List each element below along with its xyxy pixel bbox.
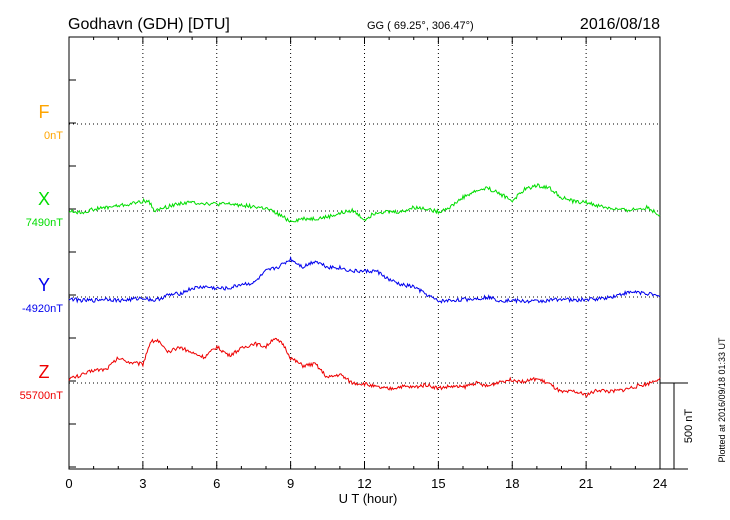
- x-tick-label: 6: [213, 476, 220, 491]
- series-name-label: F: [39, 102, 50, 122]
- grid-lines: [69, 37, 660, 469]
- x-tick-label: 12: [357, 476, 371, 491]
- x-axis-label: U T (hour): [339, 491, 398, 506]
- x-tick-label: 0: [65, 476, 72, 491]
- x-tick-label: 24: [653, 476, 667, 491]
- scale-bar: 500 nT: [660, 382, 695, 470]
- x-tick-label: 15: [431, 476, 445, 491]
- series-y-line: [68, 255, 661, 304]
- series-labels: F 0nT X 7490nT Y -4920nT Z 55700nT: [20, 102, 64, 402]
- series-name-label: X: [38, 189, 50, 209]
- station-title: Godhavn (GDH) [DTU]: [68, 16, 230, 33]
- x-tick-label: 18: [505, 476, 519, 491]
- station-coords: GG ( 69.25°, 306.47°): [367, 20, 474, 32]
- scale-bar-label: 500 nT: [683, 409, 695, 444]
- series-baseline-label: 55700nT: [20, 390, 64, 402]
- series-baseline-label: 0nT: [44, 130, 63, 142]
- x-tick-label: 21: [579, 476, 593, 491]
- series-name-label: Y: [38, 275, 50, 295]
- x-tick-labels: 0 3 6 9 12 15 18 21 24: [65, 476, 667, 491]
- series-baseline-label: 7490nT: [26, 217, 64, 229]
- x-tick-label: 3: [139, 476, 146, 491]
- series-z-line: [68, 337, 661, 398]
- plotted-timestamp: Plotted at 2016/09/18 01:33 UT: [717, 337, 727, 463]
- series-x-line: [68, 183, 661, 223]
- series-baseline-label: -4920nT: [22, 303, 63, 315]
- plot-date: 2016/08/18: [580, 16, 660, 33]
- axis-ticks: [68, 37, 661, 469]
- series-layer: [68, 183, 661, 398]
- series-name-label: Z: [39, 362, 50, 382]
- x-tick-label: 9: [287, 476, 294, 491]
